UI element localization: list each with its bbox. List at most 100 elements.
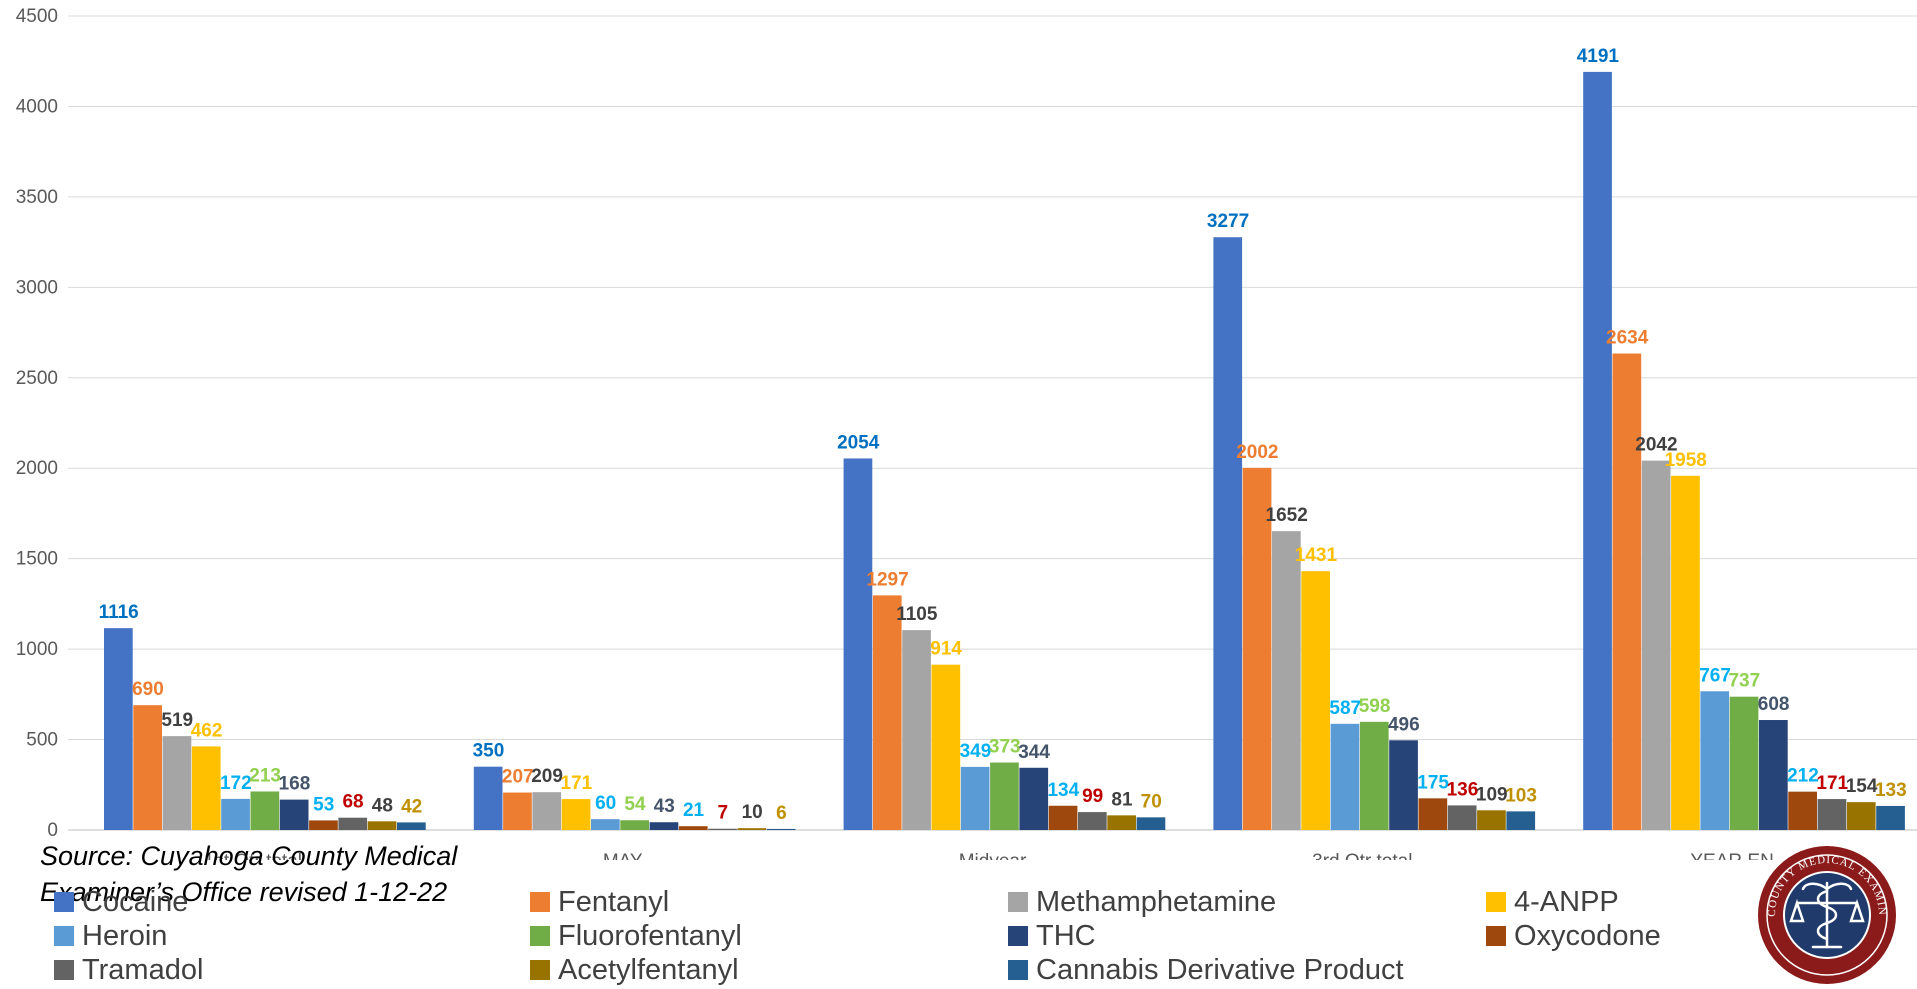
data-label: 70 bbox=[1141, 791, 1162, 812]
data-label: 914 bbox=[930, 639, 962, 660]
legend-label: Fluorofentanyl bbox=[558, 919, 742, 952]
data-label: 350 bbox=[473, 741, 505, 762]
data-label: 213 bbox=[249, 765, 281, 786]
bar bbox=[221, 798, 250, 830]
legend-swatch bbox=[1008, 960, 1028, 980]
data-label: 81 bbox=[1111, 789, 1133, 810]
bar bbox=[1330, 723, 1360, 830]
source-note-line: Examiner’s Office revised 1-12-22 bbox=[40, 877, 448, 907]
y-tick-label: 500 bbox=[26, 730, 58, 751]
data-label: 171 bbox=[560, 773, 592, 794]
legend-swatch bbox=[530, 960, 550, 980]
legend: Cocaine Fentanyl Methamphetamine 4-ANPP Hero… bbox=[54, 885, 1774, 989]
bar bbox=[1301, 571, 1330, 830]
legend-item: Fluorofentanyl bbox=[530, 919, 742, 953]
y-axis-ticks: 0 500 1000 1500 2000 2500 3000 3500 4000 4500 bbox=[16, 6, 58, 841]
data-label: 43 bbox=[654, 796, 675, 817]
bar bbox=[931, 664, 961, 830]
data-label: 3277 bbox=[1207, 211, 1249, 232]
bar bbox=[473, 766, 503, 830]
data-label: 136 bbox=[1447, 779, 1479, 800]
bar bbox=[1359, 721, 1389, 830]
bar bbox=[1759, 720, 1788, 830]
legend-swatch bbox=[1008, 892, 1028, 912]
bar bbox=[503, 792, 532, 830]
bar bbox=[309, 820, 338, 830]
legend-label: Heroin bbox=[82, 919, 168, 952]
bar bbox=[902, 630, 931, 830]
bar bbox=[1506, 811, 1536, 830]
bar bbox=[708, 828, 737, 830]
legend-swatch bbox=[54, 892, 74, 912]
legend-item: Cocaine bbox=[54, 885, 188, 919]
bar bbox=[766, 828, 796, 830]
data-label: 767 bbox=[1699, 665, 1731, 686]
bar bbox=[133, 705, 162, 830]
bar bbox=[1729, 696, 1759, 830]
data-label: 1105 bbox=[896, 604, 938, 625]
data-label: 496 bbox=[1388, 714, 1420, 735]
data-label: 373 bbox=[989, 737, 1021, 758]
data-label: 21 bbox=[683, 800, 705, 821]
medical-examiner-seal-icon: CUYAHOGA COUNTY MEDICAL EXAMINER'S OFFIC… bbox=[1757, 845, 1896, 984]
data-label: 168 bbox=[279, 774, 311, 795]
data-label: 608 bbox=[1758, 694, 1790, 715]
data-label: 587 bbox=[1329, 698, 1361, 719]
legend-swatch bbox=[1486, 926, 1506, 946]
y-tick-label: 4000 bbox=[16, 96, 58, 117]
data-label: 109 bbox=[1476, 784, 1508, 805]
bar bbox=[1048, 805, 1078, 830]
data-label: 344 bbox=[1018, 742, 1050, 763]
legend-label: Cannabis Derivative Product bbox=[1036, 953, 1404, 986]
data-label: 737 bbox=[1728, 671, 1760, 692]
data-label: 99 bbox=[1082, 786, 1103, 807]
bar bbox=[191, 746, 221, 830]
legend-item: THC bbox=[1008, 919, 1096, 953]
bar bbox=[843, 458, 873, 830]
legend-swatch bbox=[54, 960, 74, 980]
bar bbox=[367, 821, 397, 830]
data-label: 349 bbox=[960, 741, 992, 762]
bar bbox=[1817, 799, 1847, 830]
data-label: 2042 bbox=[1635, 435, 1677, 456]
bar bbox=[737, 828, 767, 830]
bar bbox=[1136, 817, 1166, 830]
bar bbox=[1612, 353, 1642, 830]
source-note-line: Source: Cuyahoga County Medical bbox=[40, 841, 458, 871]
data-label: 1297 bbox=[866, 569, 908, 590]
legend-item: Acetylfentanyl bbox=[530, 953, 739, 987]
x-category-label: 3rd Qtr total bbox=[1312, 851, 1412, 860]
bar bbox=[250, 791, 280, 830]
source-note: Source: Cuyahoga County Medical Examiner… bbox=[40, 838, 500, 910]
data-label: 7 bbox=[718, 803, 729, 824]
legend-item: Tramadol bbox=[54, 953, 203, 987]
legend-swatch bbox=[530, 892, 550, 912]
bar bbox=[620, 820, 649, 830]
gridlines bbox=[68, 15, 1917, 831]
data-label: 42 bbox=[401, 796, 422, 817]
legend-label: 4-ANPP bbox=[1514, 885, 1619, 918]
x-category-label: 1st Qtr total bbox=[204, 851, 302, 860]
data-label: 54 bbox=[624, 794, 646, 815]
chart: 0 500 1000 1500 2000 2500 3000 3500 4000 4500 1st… bbox=[16, 6, 1917, 860]
x-axis-categories: 1st Qtr total MAY Midyear 3rd Qtr total YEAR… bbox=[204, 851, 1774, 860]
data-label: 4191 bbox=[1577, 46, 1620, 67]
data-label: 172 bbox=[220, 773, 252, 794]
legend-swatch bbox=[1486, 892, 1506, 912]
bar bbox=[1876, 805, 1905, 830]
data-label: 1431 bbox=[1295, 545, 1338, 566]
bar bbox=[1700, 691, 1730, 830]
bar bbox=[1213, 237, 1243, 830]
bar bbox=[162, 736, 192, 830]
bar bbox=[561, 799, 591, 830]
bar bbox=[1671, 475, 1700, 830]
x-category-label: MAY bbox=[603, 851, 643, 860]
legend-item: Heroin bbox=[54, 919, 167, 953]
y-tick-label: 1500 bbox=[16, 549, 58, 570]
data-label: 2634 bbox=[1606, 328, 1649, 349]
bar bbox=[591, 819, 620, 830]
data-label: 68 bbox=[342, 792, 363, 813]
data-label: 2002 bbox=[1236, 442, 1278, 463]
data-label: 60 bbox=[595, 793, 616, 814]
